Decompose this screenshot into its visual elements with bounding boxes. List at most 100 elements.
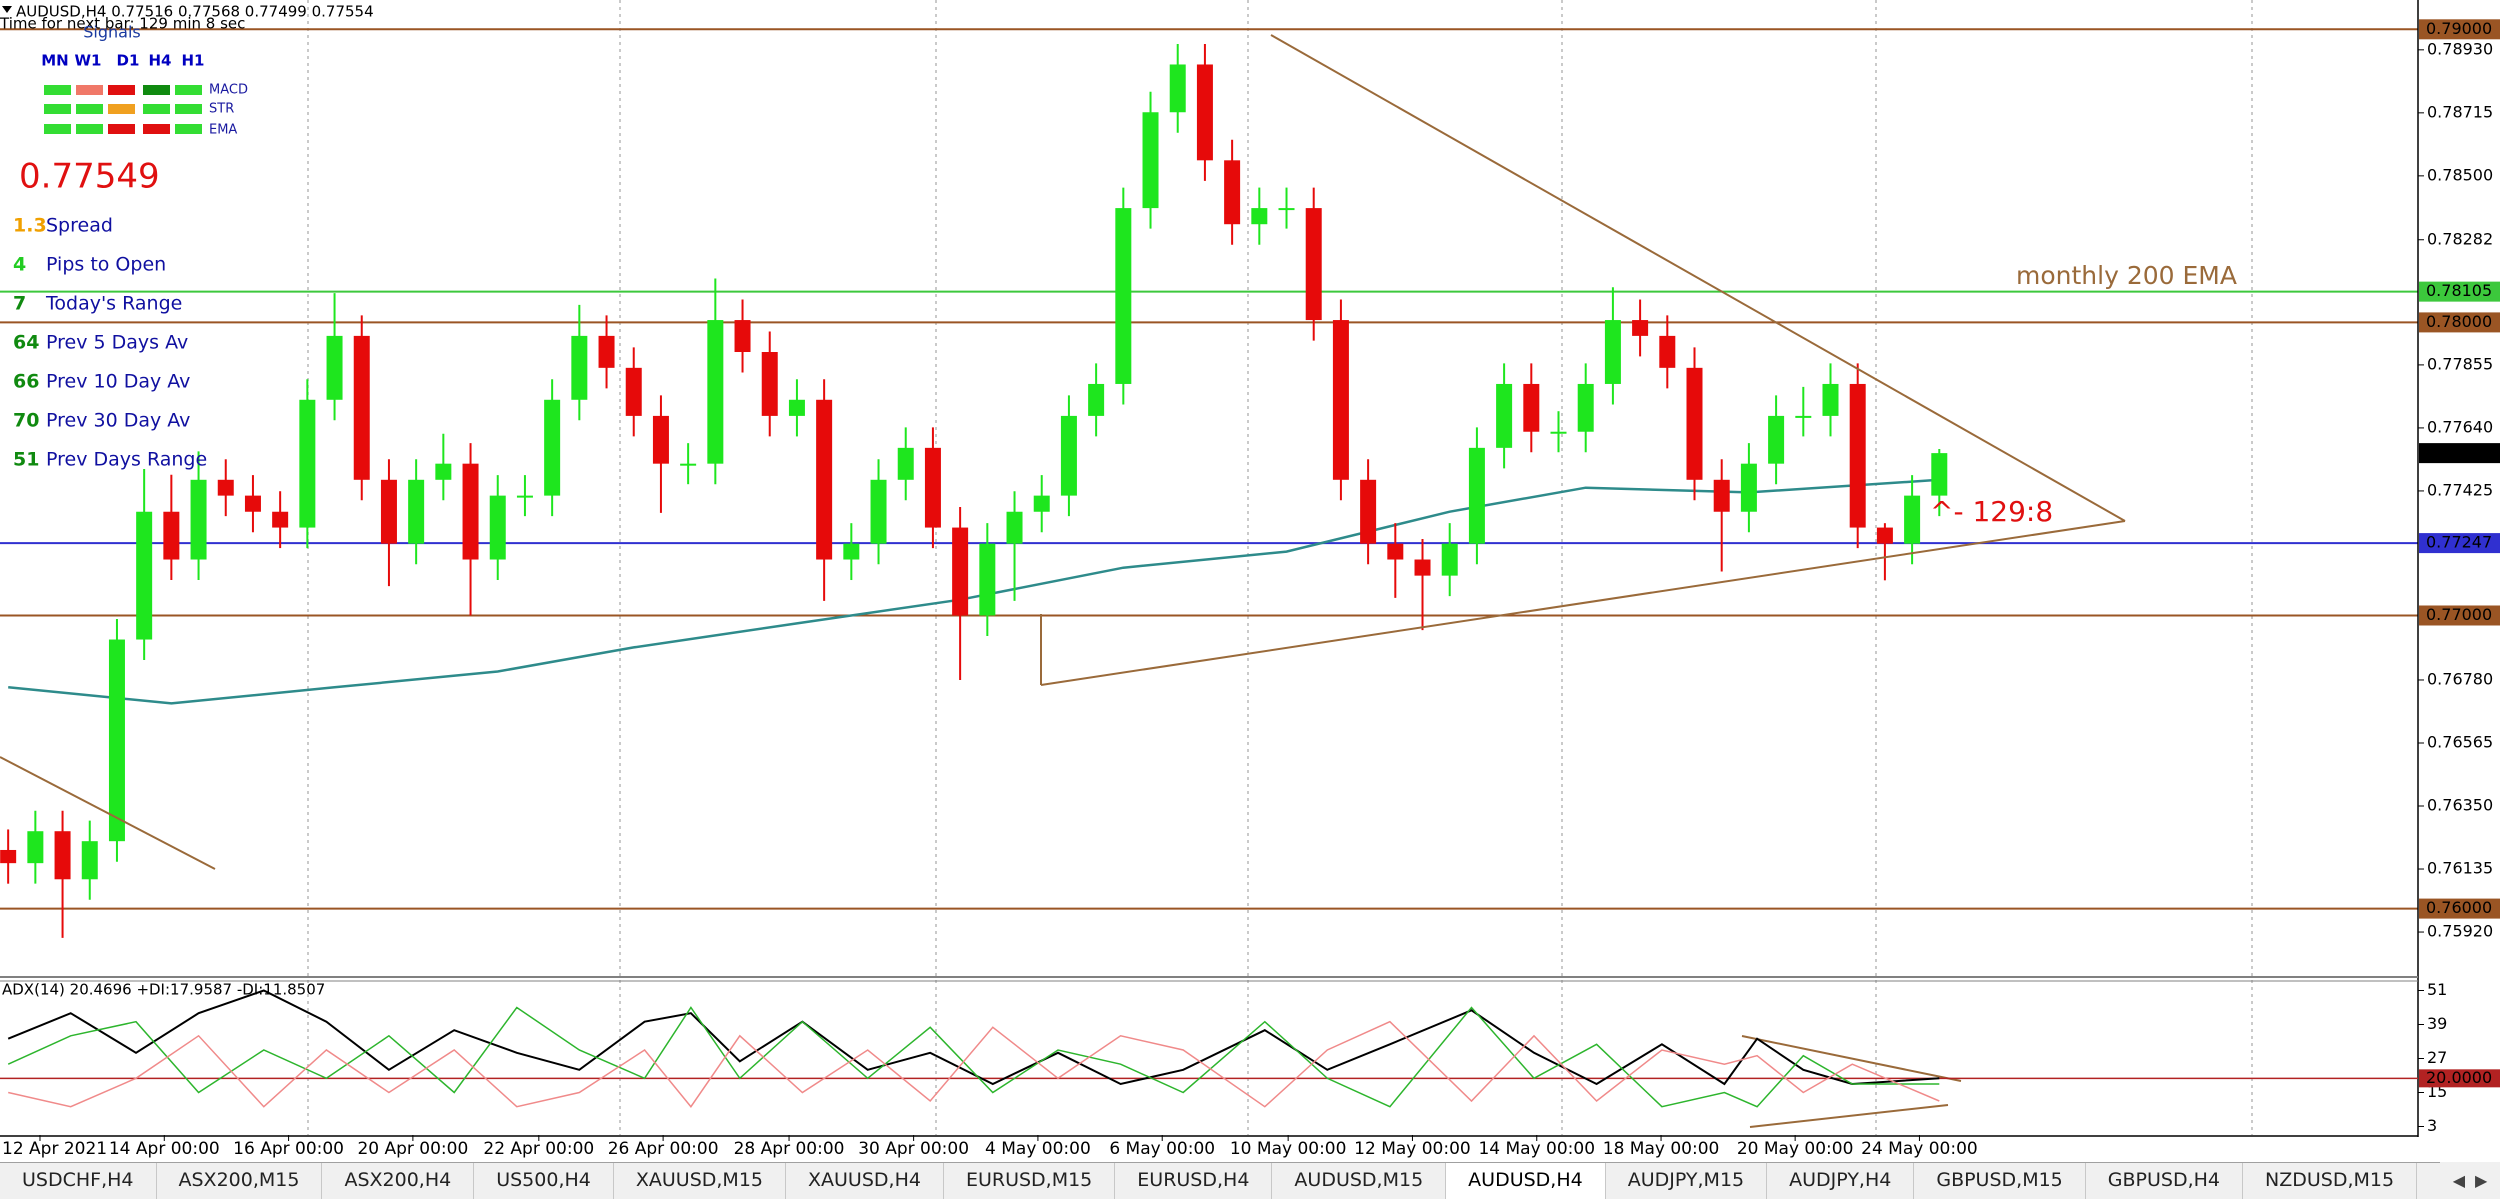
candle-body xyxy=(1332,320,1349,480)
candle-body xyxy=(1523,383,1540,432)
stat-label: Today's Range xyxy=(45,293,182,315)
signal xyxy=(76,104,103,114)
trendline xyxy=(0,756,216,870)
tab[interactable]: EURUSD,M15 xyxy=(944,1163,1116,1199)
y-tick-label: 27 xyxy=(2427,1048,2447,1067)
tab[interactable]: EURUSD,H4 xyxy=(1115,1163,1273,1199)
y-tick-label: 0.78930 xyxy=(2427,39,2493,58)
candle-body xyxy=(1414,559,1431,576)
x-tick-label: 16 Apr 00:00 xyxy=(233,1139,344,1159)
signals-title: Signals xyxy=(83,23,140,42)
period-separators xyxy=(307,0,2253,1135)
y-tick-label: 3 xyxy=(2427,1116,2437,1135)
signal xyxy=(76,85,103,95)
candle-body xyxy=(1577,383,1594,432)
candle-body xyxy=(1659,335,1676,368)
tab[interactable]: AUDUSD,M15 xyxy=(1272,1163,1447,1199)
tab[interactable]: AUDUSD,H4 xyxy=(1446,1163,1606,1199)
candle-body xyxy=(1876,527,1893,544)
level-label: 0.77247 xyxy=(2426,533,2492,552)
tab[interactable]: XAUUSD,H4 xyxy=(786,1163,944,1199)
y-tick-label: 0.76565 xyxy=(2427,732,2493,751)
candle-body xyxy=(1169,64,1186,113)
x-tick-label: 30 Apr 00:00 xyxy=(858,1139,969,1159)
candle-body xyxy=(380,479,397,544)
candle-body xyxy=(571,335,588,400)
x-tick-label: 22 Apr 00:00 xyxy=(483,1139,594,1159)
candle-body xyxy=(54,831,71,880)
candle-body xyxy=(734,320,751,353)
candle-body xyxy=(680,463,697,466)
candle-body xyxy=(516,495,533,498)
background xyxy=(0,0,2500,1160)
level-label: 0.79000 xyxy=(2426,19,2492,38)
menu-icon[interactable] xyxy=(2,6,12,13)
x-tick-label: 20 May 00:00 xyxy=(1737,1139,1854,1159)
bid-label: 0.77554 xyxy=(2426,443,2492,462)
candle-body xyxy=(408,479,425,544)
stat-label: Prev 5 Days Av xyxy=(46,332,188,354)
stat-value: 64 xyxy=(13,332,39,354)
x-tick-label: 14 Apr 00:00 xyxy=(109,1139,220,1159)
annotation: ^- 129:8 xyxy=(1930,495,2053,528)
level-box xyxy=(2419,281,2500,302)
candle-body xyxy=(1006,511,1023,544)
signal xyxy=(108,85,135,95)
x-tick-label: 28 Apr 00:00 xyxy=(734,1139,845,1159)
tab[interactable]: ASX200,H4 xyxy=(322,1163,475,1199)
signal xyxy=(108,124,135,134)
signal xyxy=(143,124,170,134)
signal xyxy=(175,85,202,95)
y-tick-label: 0.78500 xyxy=(2427,165,2493,184)
y-tick-label: 39 xyxy=(2427,1014,2447,1033)
tab[interactable]: XAUUSD,M15 xyxy=(614,1163,787,1199)
candle-body xyxy=(435,463,452,480)
scroll-right[interactable]: ▶ xyxy=(2475,1170,2488,1190)
candle-body xyxy=(761,352,778,416)
adx-line xyxy=(7,1006,1940,1108)
candle-body xyxy=(1251,208,1268,225)
scroll-left[interactable]: ◀ xyxy=(2452,1170,2465,1190)
candle-body xyxy=(1468,447,1485,544)
candle-body xyxy=(326,335,343,400)
stat-label: Pips to Open xyxy=(46,254,166,276)
tab[interactable]: AUDJPY,H4 xyxy=(1767,1163,1915,1199)
bar-timer: Time for next bar: 129 min 8 sec xyxy=(0,15,245,33)
candle-body xyxy=(598,335,615,368)
signal xyxy=(143,85,170,95)
adx-line xyxy=(8,1020,1940,1108)
candle-body xyxy=(353,335,370,480)
signal-row-label: MACD xyxy=(209,83,248,98)
candle-body xyxy=(0,849,17,864)
signal-row-label: STR xyxy=(209,102,234,117)
candle-body xyxy=(652,415,669,464)
adx-title: ADX(14) 20.4696 +DI:17.9587 -DI:11.8507 xyxy=(2,981,325,999)
tab[interactable]: US500,H4 xyxy=(474,1163,614,1199)
adx-pane xyxy=(0,989,2418,1108)
candle-body xyxy=(217,479,234,496)
candle-body xyxy=(1196,64,1213,161)
candle-body xyxy=(843,543,860,560)
tab[interactable]: USDCHF,H4 xyxy=(0,1163,157,1199)
candle-body xyxy=(924,447,941,528)
candle-body xyxy=(108,639,125,842)
tab[interactable]: AUDJPY,M15 xyxy=(1606,1163,1768,1199)
stat-value: 70 xyxy=(13,410,39,432)
tab[interactable]: GBPUSD,H4 xyxy=(2086,1163,2244,1199)
tab[interactable]: ASX200,M15 xyxy=(157,1163,323,1199)
candle-body xyxy=(190,479,207,560)
level-label: 0.76000 xyxy=(2426,898,2492,917)
timeframe: D1 xyxy=(117,52,140,70)
signal-blocks xyxy=(44,85,202,134)
chart-window: 0.78930 0.78715 0.78500 0.78282 0.77855 0.776… xyxy=(0,0,2500,1160)
tab[interactable]: GBPUSD,M15 xyxy=(1914,1163,2086,1199)
tab[interactable]: NZDUSD,M15 xyxy=(2243,1163,2418,1199)
candle-body xyxy=(1740,463,1757,512)
level-box xyxy=(2419,533,2500,554)
candle-body xyxy=(244,495,261,512)
adx-line xyxy=(7,989,1940,1086)
stat-label: Spread xyxy=(46,215,113,237)
candle-body xyxy=(1604,320,1621,384)
candle-body xyxy=(979,543,996,616)
signal xyxy=(108,104,135,114)
